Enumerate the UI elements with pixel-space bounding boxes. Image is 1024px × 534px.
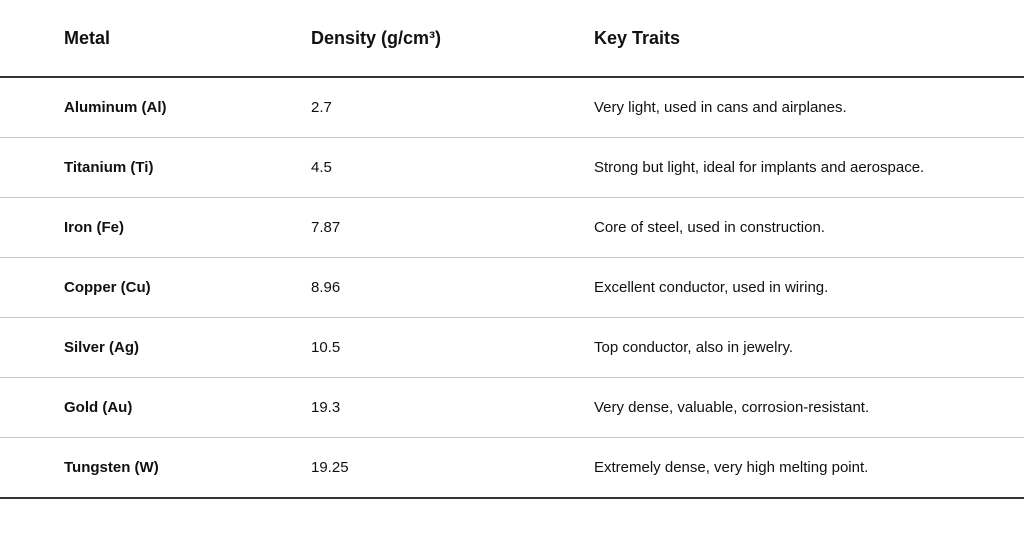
- traits-cell: Top conductor, also in jewelry.: [594, 317, 1024, 378]
- density-cell: 7.87: [311, 197, 594, 258]
- traits-cell: Very light, used in cans and airplanes.: [594, 77, 1024, 138]
- density-cell: 19.3: [311, 377, 594, 438]
- table-row: Copper (Cu) 8.96 Excellent conductor, used…: [0, 257, 1024, 318]
- density-cell: 8.96: [311, 257, 594, 318]
- table-row: Titanium (Ti) 4.5 Strong but light, ideal …: [0, 137, 1024, 198]
- header-cell: Density (g/cm³): [311, 0, 594, 78]
- metal-cell: Copper (Cu): [0, 257, 311, 318]
- metal-cell: Gold (Au): [0, 377, 311, 438]
- header-cell: Metal: [0, 0, 311, 78]
- traits-cell: Extremely dense, very high melting point…: [594, 437, 1024, 499]
- table-row: Tungsten (W) 19.25 Extremely dense, very h…: [0, 437, 1024, 499]
- header-row: Metal Density (g/cm³) Key Traits: [0, 0, 1024, 78]
- header-cell: Key Traits: [594, 0, 1024, 78]
- traits-cell: Very dense, valuable, corrosion-resistan…: [594, 377, 1024, 438]
- table-row: Gold (Au) 19.3 Very dense, valuable, corro…: [0, 377, 1024, 438]
- table-head: Metal Density (g/cm³) Key Traits: [0, 0, 1024, 78]
- metal-cell: Aluminum (Al): [0, 77, 311, 138]
- metal-cell: Iron (Fe): [0, 197, 311, 258]
- table-row: Iron (Fe) 7.87 Core of steel, used in cons…: [0, 197, 1024, 258]
- metal-cell: Silver (Ag): [0, 317, 311, 378]
- metals-table: Metal Density (g/cm³) Key Traits Aluminu…: [0, 0, 1024, 499]
- density-cell: 19.25: [311, 437, 594, 499]
- table-row: Silver (Ag) 10.5 Top conductor, also in je…: [0, 317, 1024, 378]
- density-cell: 4.5: [311, 137, 594, 198]
- density-cell: 10.5: [311, 317, 594, 378]
- traits-cell: Core of steel, used in construction.: [594, 197, 1024, 258]
- traits-cell: Strong but light, ideal for implants and…: [594, 137, 1024, 198]
- metal-cell: Titanium (Ti): [0, 137, 311, 198]
- density-cell: 2.7: [311, 77, 594, 138]
- table-row: Aluminum (Al) 2.7 Very light, used in cans…: [0, 77, 1024, 138]
- traits-cell: Excellent conductor, used in wiring.: [594, 257, 1024, 318]
- table-body: Aluminum (Al) 2.7 Very light, used in cans…: [0, 77, 1024, 499]
- metal-cell: Tungsten (W): [0, 437, 311, 499]
